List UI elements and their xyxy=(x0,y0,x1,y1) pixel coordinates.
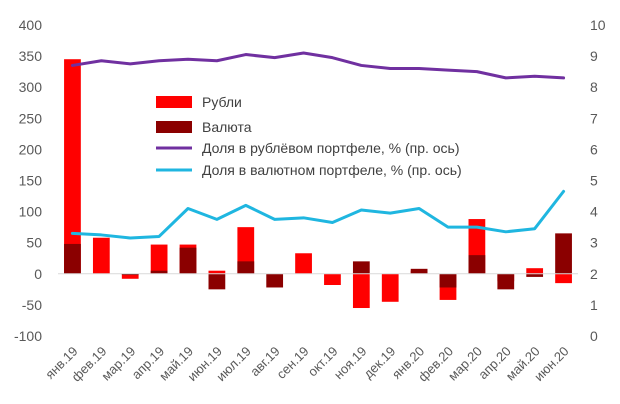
left-tick-label: -50 xyxy=(22,297,42,313)
bar-currency-17 xyxy=(555,233,572,274)
left-tick-label: 350 xyxy=(19,48,43,64)
left-tick-label: 400 xyxy=(19,17,43,33)
legend-label-currency-share: Доля в валютном портфеле, % (пр. ось) xyxy=(202,162,462,178)
bar-currency-13 xyxy=(439,273,457,288)
bar-rubles-2 xyxy=(121,273,139,279)
left-tick-label: 300 xyxy=(19,79,43,95)
bar-rubles-0 xyxy=(64,59,81,274)
bar-rubles-16 xyxy=(526,268,544,274)
right-tick-label: 8 xyxy=(590,79,598,95)
bar-currency-4 xyxy=(179,247,197,274)
right-tick-label: 1 xyxy=(590,297,598,313)
bar-currency-7 xyxy=(266,273,284,288)
bar-rubles-10 xyxy=(352,273,370,309)
bar-currency-15 xyxy=(497,273,515,290)
bar-currency-3 xyxy=(150,270,168,274)
bar-currency-2 xyxy=(121,273,139,276)
right-tick-label: 5 xyxy=(590,173,598,189)
left-tick-label: 250 xyxy=(19,110,43,126)
bar-rubles-5 xyxy=(208,270,226,274)
right-tick-label: 10 xyxy=(590,17,606,33)
left-tick-label: -100 xyxy=(14,328,42,344)
legend-swatch-currency xyxy=(156,121,192,133)
left-tick-label: 200 xyxy=(19,141,43,157)
bar-rubles-9 xyxy=(324,273,341,285)
right-tick-label: 9 xyxy=(590,48,598,64)
bar-rubles-17 xyxy=(555,273,572,284)
right-tick-label: 7 xyxy=(590,110,598,126)
bar-rubles-8 xyxy=(295,253,312,274)
line-currency-share xyxy=(70,189,566,240)
left-axis: -100 -50 0 50 100 150 200 250 300 350 400 xyxy=(14,17,42,344)
left-tick-label: 0 xyxy=(34,266,42,282)
right-tick-label: 3 xyxy=(590,235,598,251)
line-ruble-share xyxy=(70,51,566,80)
right-tick-label: 6 xyxy=(590,141,598,157)
bar-currency-14 xyxy=(468,255,486,274)
legend-label-rubles: Рубли xyxy=(202,94,242,110)
bar-rubles-1 xyxy=(92,237,110,274)
right-tick-label: 0 xyxy=(590,328,598,344)
left-tick-label: 100 xyxy=(19,204,43,220)
lines-layer xyxy=(70,51,566,240)
left-tick-label: 50 xyxy=(26,235,42,251)
bar-currency-10 xyxy=(352,261,370,274)
bars-layer xyxy=(64,59,572,309)
right-tick-label: 4 xyxy=(590,204,598,220)
bar-currency-12 xyxy=(410,268,428,274)
category-label: ноя.19 xyxy=(331,344,370,383)
category-label: сен.19 xyxy=(274,344,312,382)
bar-rubles-3 xyxy=(150,244,168,274)
bar-currency-0 xyxy=(64,243,81,274)
bar-rubles-11 xyxy=(381,273,399,302)
legend-swatch-rubles xyxy=(156,96,192,108)
legend: Рубли Валюта Доля в рублёвом портфеле, %… xyxy=(156,94,462,178)
category-axis: янв.19фев.19мар.19апр.19май.19июн.19июл.… xyxy=(42,344,571,385)
bar-currency-6 xyxy=(237,261,255,274)
legend-label-currency: Валюта xyxy=(202,119,252,135)
right-axis: 0 1 2 3 4 5 6 7 8 9 10 xyxy=(590,17,606,344)
bar-currency-5 xyxy=(208,273,226,290)
right-tick-label: 2 xyxy=(590,266,598,282)
bar-currency-16 xyxy=(526,273,544,277)
left-tick-label: 150 xyxy=(19,173,43,189)
legend-label-ruble-share: Доля в рублёвом портфеле, % (пр. ось) xyxy=(202,140,460,156)
